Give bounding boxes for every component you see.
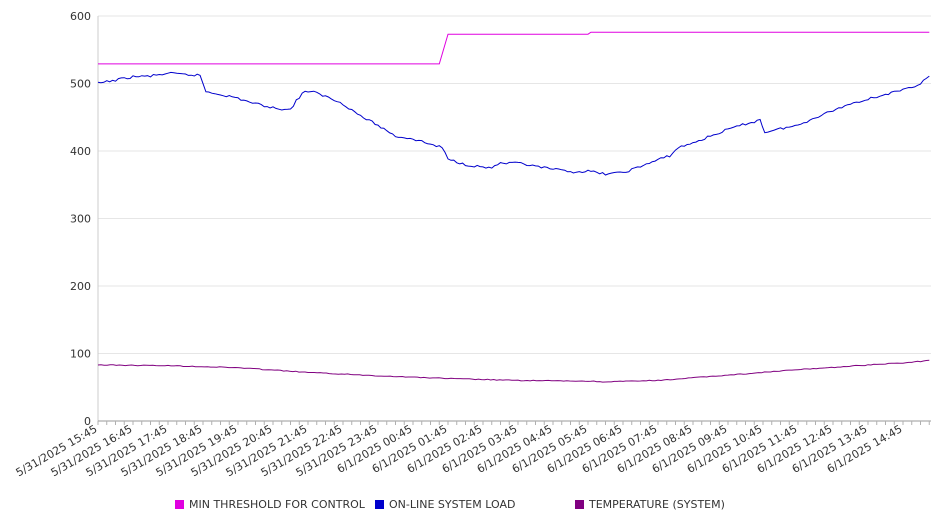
y-tick-label: 600 [70,10,91,23]
x-axis: 5/31/2025 15:455/31/2025 16:455/31/2025 … [14,420,931,479]
y-tick-label: 200 [70,280,91,293]
series-line-0 [98,31,930,65]
plot-area [97,31,930,383]
legend: MIN THRESHOLD FOR CONTROL ON-LINE SYSTEM… [0,498,946,514]
y-tick-label: 0 [84,415,91,428]
y-tick-label: 500 [70,78,91,91]
legend-swatch-temperature [575,500,584,509]
y-axis: 0 100 200 300 400 500 600 [70,10,99,428]
series-line-2 [97,359,930,383]
legend-item-min-threshold[interactable]: MIN THRESHOLD FOR CONTROL [175,498,365,511]
y-tick-label: 100 [70,348,91,361]
gridlines [98,15,931,354]
y-tick-label: 400 [70,145,91,158]
y-tick-label: 300 [70,213,91,226]
legend-label-system-load: ON-LINE SYSTEM LOAD [389,498,516,511]
legend-swatch-min-threshold [175,500,184,509]
legend-label-temperature: TEMPERATURE (SYSTEM) [589,498,725,511]
series-line-1 [97,71,930,176]
legend-swatch-system-load [375,500,384,509]
legend-label-min-threshold: MIN THRESHOLD FOR CONTROL [189,498,365,511]
legend-item-temperature[interactable]: TEMPERATURE (SYSTEM) [575,498,725,511]
legend-item-system-load[interactable]: ON-LINE SYSTEM LOAD [375,498,515,511]
